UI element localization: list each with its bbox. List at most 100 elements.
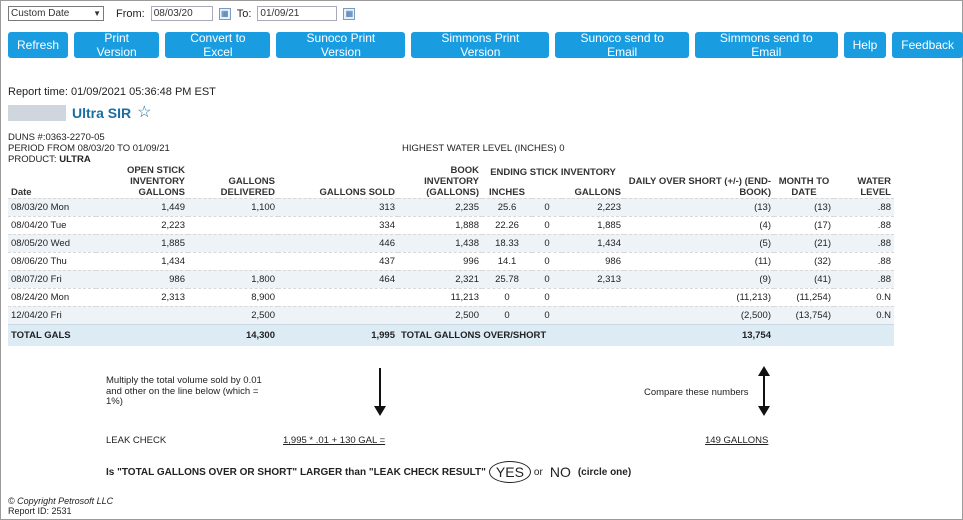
row-delivered: 1,100 xyxy=(188,197,278,216)
row-zero: 0 xyxy=(532,305,562,324)
date-range-value: Custom Date xyxy=(11,8,70,19)
row-open: 1,434 xyxy=(96,251,188,270)
row-date: 08/03/20 Mon xyxy=(8,197,96,216)
refresh-button[interactable]: Refresh xyxy=(8,32,69,58)
inventory-table: Date OPEN STICK INVENTORY GALLONS GALLON… xyxy=(8,163,894,346)
row-date: 08/04/20 Tue xyxy=(8,215,96,234)
multiply-note: Multiply the total volume sold by 0.01 a… xyxy=(106,375,262,407)
row-month: (32) xyxy=(774,251,834,270)
total-sold: 1,995 xyxy=(278,323,398,346)
row-open: 2,313 xyxy=(96,287,188,306)
row-gallons xyxy=(562,287,624,306)
table-row: 08/06/20 Thu 1,434 437 996 14.1 0 986 (11) (32).… xyxy=(8,251,894,270)
col-open-stick: OPEN STICK INVENTORY GALLONS xyxy=(126,164,185,198)
product-label: PRODUCT: xyxy=(8,154,57,165)
down-arrow-icon xyxy=(374,368,386,416)
row-inches: 14.1 xyxy=(482,251,532,270)
row-open: 2,223 xyxy=(96,215,188,234)
calendar-icon[interactable]: ▦ xyxy=(218,7,231,20)
footer: © Copyright Petrosoft LLC Report ID: 253… xyxy=(8,496,113,516)
row-sold: 464 xyxy=(278,269,398,288)
row-book: 1,888 xyxy=(398,215,482,234)
row-month: (17) xyxy=(774,215,834,234)
table-row: 08/24/20 Mon 2,313 8,900 11,213 0 0 (11,213) (1… xyxy=(8,287,894,306)
row-zero: 0 xyxy=(532,233,562,252)
to-label: To: xyxy=(236,7,252,20)
row-book: 11,213 xyxy=(398,287,482,306)
report-id: Report ID: 2531 xyxy=(8,506,72,516)
row-month: (21) xyxy=(774,233,834,252)
row-delivered: 1,800 xyxy=(188,269,278,288)
row-month: (11,254) xyxy=(774,287,834,306)
col-ending-group: ENDING STICK INVENTORY xyxy=(490,167,616,178)
convert-excel-button[interactable]: Convert to Excel xyxy=(165,31,271,59)
row-sold: 437 xyxy=(278,251,398,270)
compare-note: Compare these numbers xyxy=(644,387,749,398)
to-date-input[interactable]: 01/09/21 xyxy=(257,6,338,21)
or-text: or xyxy=(533,466,543,478)
yes-option: YES xyxy=(488,461,531,483)
report-title: Ultra SIR xyxy=(72,105,132,121)
row-inches: 22.26 xyxy=(482,215,532,234)
toolbar: Refresh Print Version Convert to Excel S… xyxy=(8,31,963,59)
table-row: 08/03/20 Mon 1,449 1,100 313 2,235 25.6 0 2,223… xyxy=(8,197,894,216)
col-daily: DAILY OVER SHORT (+/-) (END-BOOK) xyxy=(628,175,771,198)
calendar-icon[interactable]: ▦ xyxy=(343,7,356,20)
double-arrow-icon xyxy=(758,366,770,416)
row-open xyxy=(96,305,188,324)
row-book: 2,235 xyxy=(398,197,482,216)
row-inches: 25.78 xyxy=(482,269,532,288)
simmons-email-button[interactable]: Simmons send to Email xyxy=(694,31,838,59)
row-book: 2,321 xyxy=(398,269,482,288)
row-delivered xyxy=(188,251,278,270)
date-range-select[interactable]: Custom Date ▼ xyxy=(8,6,104,21)
row-delivered: 8,900 xyxy=(188,287,278,306)
row-water: .88 xyxy=(834,215,894,234)
total-delivered: 14,300 xyxy=(188,323,278,346)
sunoco-print-button[interactable]: Sunoco Print Version xyxy=(276,31,406,59)
row-gallons: 2,223 xyxy=(562,197,624,216)
row-daily: (13) xyxy=(624,197,774,216)
row-zero: 0 xyxy=(532,269,562,288)
print-version-button[interactable]: Print Version xyxy=(74,31,160,59)
col-month: MONTH TO DATE xyxy=(778,175,830,198)
from-date-input[interactable]: 08/03/20 xyxy=(150,6,213,21)
circle-one-text: (circle one) xyxy=(577,466,632,478)
row-gallons: 986 xyxy=(562,251,624,270)
row-open: 986 xyxy=(96,269,188,288)
row-inches: 18.33 xyxy=(482,233,532,252)
feedback-button[interactable]: Feedback xyxy=(892,32,963,58)
row-date: 08/07/20 Fri xyxy=(8,269,96,288)
row-sold: 446 xyxy=(278,233,398,252)
row-delivered: 2,500 xyxy=(188,305,278,324)
row-water: 0.N xyxy=(834,287,894,306)
star-icon[interactable]: ☆ xyxy=(137,104,152,121)
row-sold: 334 xyxy=(278,215,398,234)
total-over-short: 13,754 xyxy=(624,323,774,346)
sunoco-email-button[interactable]: Sunoco send to Email xyxy=(555,31,689,59)
report-title-row: Ultra SIR ☆ xyxy=(8,105,151,121)
row-gallons: 2,313 xyxy=(562,269,624,288)
row-gallons: 1,434 xyxy=(562,233,624,252)
report-meta: DUNS #:0363-2270-05 PERIOD FROM 08/03/20… xyxy=(8,132,170,165)
simmons-print-button[interactable]: Simmons Print Version xyxy=(411,31,550,59)
row-zero: 0 xyxy=(532,287,562,306)
row-inches: 0 xyxy=(482,287,532,306)
table-row: 12/04/20 Fri 2,500 2,500 0 0 (2,500) (13,754) 0… xyxy=(8,305,894,324)
row-month: (13,754) xyxy=(774,305,834,324)
row-sold xyxy=(278,305,398,324)
filter-bar: Custom Date ▼ From: 08/03/20 ▦ To: 01/09… xyxy=(8,6,356,21)
report-period: PERIOD FROM 08/03/20 TO 01/09/21 xyxy=(8,143,170,154)
row-date: 08/05/20 Wed xyxy=(8,233,96,252)
row-zero: 0 xyxy=(532,197,562,216)
row-month: (41) xyxy=(774,269,834,288)
col-date: Date xyxy=(11,186,32,198)
row-gallons xyxy=(562,305,624,324)
row-daily: (11) xyxy=(624,251,774,270)
duns-number: DUNS #:0363-2270-05 xyxy=(8,132,105,143)
row-month: (13) xyxy=(774,197,834,216)
col-delivered: GALLONS DELIVERED xyxy=(220,175,275,198)
help-button[interactable]: Help xyxy=(843,32,887,58)
row-open: 1,885 xyxy=(96,233,188,252)
